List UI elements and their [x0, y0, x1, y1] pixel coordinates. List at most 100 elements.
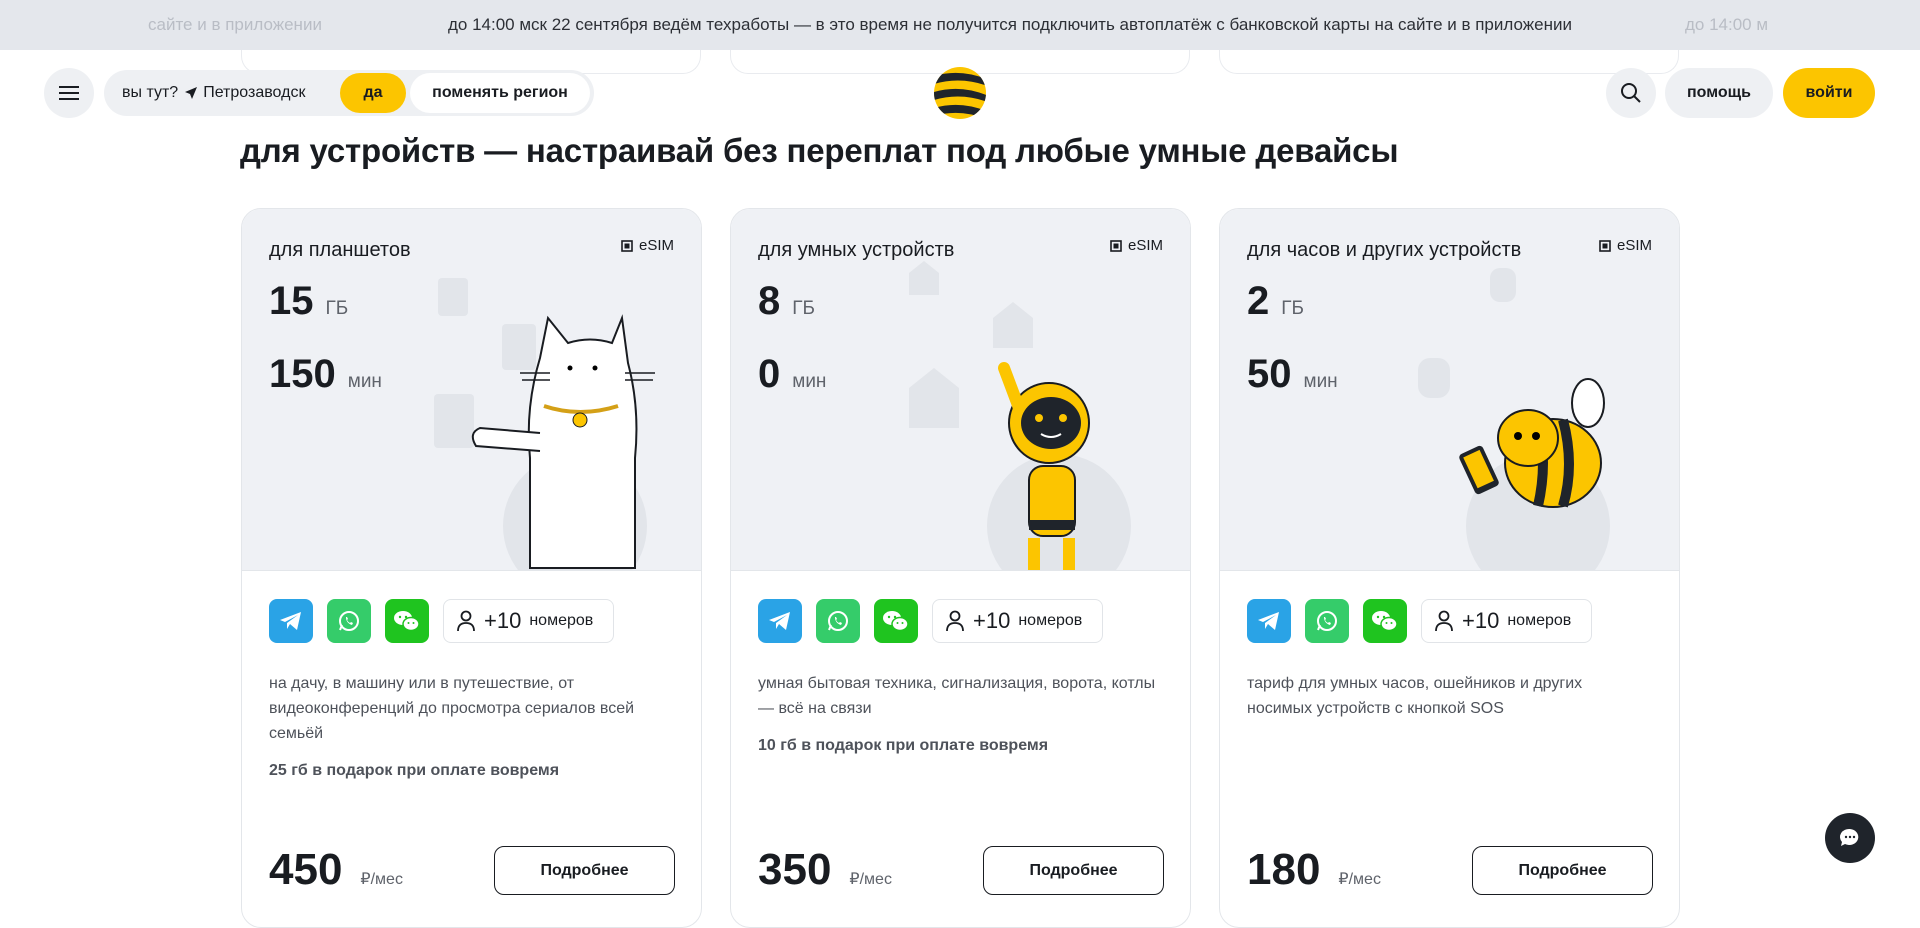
minutes-amount: 50 мин [1247, 352, 1338, 397]
tariff-description: тариф для умных часов, ошейников и други… [1247, 671, 1647, 733]
numbers-count: +10 [973, 608, 1011, 633]
illustration [242, 209, 701, 598]
esim-badge: eSIM [1598, 237, 1652, 254]
chip-icon [1599, 239, 1611, 252]
numbers-label: номеров [529, 612, 594, 629]
data-amount: 8 ГБ [758, 279, 815, 324]
wechat-icon[interactable] [1363, 599, 1407, 643]
person-icon [457, 610, 475, 632]
minutes-amount: 150 мин [269, 352, 382, 397]
tariff-title: для часов и других устройств [1247, 239, 1522, 261]
beeline-logo[interactable] [933, 66, 987, 120]
price-value: 450 [269, 845, 343, 894]
telegram-icon[interactable] [269, 599, 313, 643]
esim-label: eSIM [638, 237, 674, 254]
bonus-text: 25 гб в подарок при оплате вовремя [269, 762, 560, 779]
included-services: +10 номеров [1247, 599, 1593, 643]
whatsapp-icon[interactable] [816, 599, 860, 643]
card-edge [1219, 40, 1679, 74]
data-amount: 15 ГБ [269, 279, 348, 324]
whatsapp-icon[interactable] [1305, 599, 1349, 643]
tariff-description: умная бытовая техника, сигнализация, вор… [758, 671, 1158, 758]
gb-unit: ГБ [325, 298, 349, 319]
minutes-unit: мин [1303, 371, 1338, 392]
extra-numbers-badge: +10 номеров [1421, 599, 1593, 643]
esim-badge: eSIM [620, 237, 674, 254]
card-header: для планшетов eSIM 15 ГБ 150 мин [242, 209, 701, 598]
extra-numbers-badge: +10 номеров [932, 599, 1104, 643]
wechat-icon[interactable] [385, 599, 429, 643]
details-button[interactable]: Подробнее [494, 846, 675, 895]
tariff-title: для умных устройств [758, 239, 955, 261]
price: 350 ₽/мес [758, 845, 892, 895]
esim-badge: eSIM [1109, 237, 1163, 254]
telegram-icon[interactable] [1247, 599, 1291, 643]
numbers-label: номеров [1507, 612, 1572, 629]
tariff-description: на дачу, в машину или в путешествие, от … [269, 671, 669, 783]
chat-bubble-icon [1839, 828, 1859, 846]
banner-text: до 14:00 мск 22 сентября ведём техработы… [448, 15, 1572, 34]
login-button[interactable]: войти [1783, 68, 1875, 118]
banner-fragment: до 14:00 м [1685, 15, 1769, 34]
hamburger-icon [59, 86, 79, 100]
illustration [1220, 209, 1679, 598]
chip-icon [621, 239, 633, 252]
details-button[interactable]: Подробнее [983, 846, 1164, 895]
search-icon [1621, 83, 1641, 103]
tariff-card: для планшетов eSIM 15 ГБ 150 мин +10 номеро… [241, 208, 702, 928]
maintenance-banner: сайте и в приложении до 14:00 мск 22 сен… [0, 0, 1920, 50]
minutes-unit: мин [347, 371, 382, 392]
whatsapp-icon[interactable] [327, 599, 371, 643]
price-unit: ₽/мес [360, 871, 403, 888]
minutes-amount: 0 мин [758, 352, 826, 397]
numbers-count: +10 [1462, 608, 1500, 633]
minutes-value: 0 [758, 352, 781, 396]
extra-numbers-badge: +10 номеров [443, 599, 615, 643]
description-text: на дачу, в машину или в путешествие, от … [269, 675, 635, 742]
details-button[interactable]: Подробнее [1472, 846, 1653, 895]
description-text: тариф для умных часов, ошейников и други… [1247, 675, 1583, 717]
price: 180 ₽/мес [1247, 845, 1381, 895]
included-services: +10 номеров [269, 599, 615, 643]
price-unit: ₽/мес [1338, 871, 1381, 888]
numbers-label: номеров [1018, 612, 1083, 629]
included-services: +10 номеров [758, 599, 1104, 643]
minutes-value: 50 [1247, 352, 1292, 396]
section-title: для устройств — настраивай без переплат … [240, 132, 1399, 169]
price-value: 180 [1247, 845, 1321, 894]
illustration [731, 209, 1190, 598]
city-name: Петрозаводск [203, 84, 306, 101]
card-header: для часов и других устройств eSIM 2 ГБ 50… [1220, 209, 1679, 598]
tariff-card: для часов и других устройств eSIM 2 ГБ 50… [1219, 208, 1680, 928]
help-button[interactable]: помощь [1665, 68, 1773, 118]
gb-unit: ГБ [1281, 298, 1305, 319]
region-prompt: вы тут? Петрозаводск да поменять регион [104, 70, 594, 116]
tariff-title: для планшетов [269, 239, 411, 261]
person-icon [1435, 610, 1453, 632]
change-region-button[interactable]: поменять регион [410, 73, 590, 113]
region-question: вы тут? [122, 84, 179, 101]
esim-label: eSIM [1616, 237, 1652, 254]
menu-button[interactable] [44, 68, 94, 118]
header: вы тут? Петрозаводск да поменять регион … [0, 66, 1920, 120]
price-unit: ₽/мес [849, 871, 892, 888]
card-header: для умных устройств eSIM 8 ГБ 0 мин [731, 209, 1190, 598]
description-text: умная бытовая техника, сигнализация, вор… [758, 675, 1156, 717]
gb-value: 2 [1247, 279, 1270, 323]
price: 450 ₽/мес [269, 845, 403, 895]
data-amount: 2 ГБ [1247, 279, 1304, 324]
chip-icon [1110, 239, 1122, 252]
price-value: 350 [758, 845, 832, 894]
tariff-card: для умных устройств eSIM 8 ГБ 0 мин +10 ном… [730, 208, 1191, 928]
esim-label: eSIM [1127, 237, 1163, 254]
gb-unit: ГБ [792, 298, 816, 319]
gb-value: 15 [269, 279, 314, 323]
location-arrow-icon [185, 87, 198, 99]
wechat-icon[interactable] [874, 599, 918, 643]
search-button[interactable] [1606, 68, 1656, 118]
confirm-region-button[interactable]: да [340, 73, 406, 113]
chat-button[interactable] [1825, 813, 1875, 863]
telegram-icon[interactable] [758, 599, 802, 643]
bonus-text: 10 гб в подарок при оплате вовремя [758, 737, 1049, 754]
banner-fragment: сайте и в приложении [148, 15, 322, 34]
